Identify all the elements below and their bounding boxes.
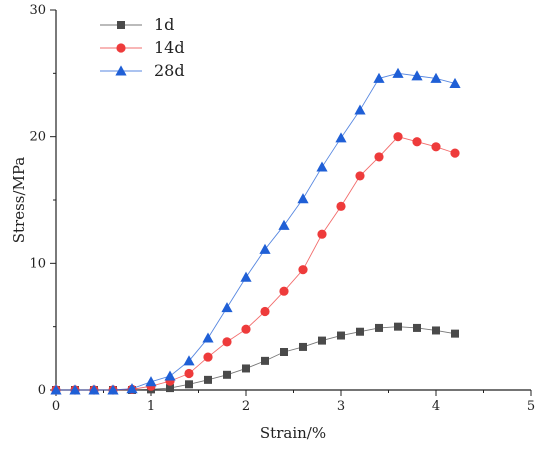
legend-item-1d: 1d — [100, 15, 174, 34]
series-28d — [50, 67, 461, 395]
x-tick-label: 2 — [242, 399, 250, 414]
data-point — [223, 370, 231, 379]
legend-marker — [116, 43, 126, 53]
data-point — [451, 329, 459, 338]
data-point — [317, 229, 327, 239]
legend-item-28d: 28d — [100, 61, 185, 80]
data-point — [280, 348, 288, 356]
data-point — [126, 383, 138, 394]
data-point — [50, 384, 62, 395]
data-point — [69, 384, 81, 395]
data-point — [335, 132, 347, 143]
legend-item-14d: 14d — [100, 38, 185, 57]
data-point — [394, 322, 402, 331]
legend-label: 1d — [154, 15, 174, 34]
x-axis-label: Strain/% — [260, 424, 326, 442]
series-line — [56, 326, 456, 391]
data-point — [202, 332, 214, 343]
data-point — [355, 171, 365, 181]
x-tick-label: 3 — [337, 399, 345, 414]
legend-label: 14d — [154, 38, 185, 57]
data-point — [393, 132, 403, 142]
data-point — [432, 326, 440, 335]
data-point — [278, 219, 290, 230]
data-point — [411, 70, 423, 81]
y-tick-label: 20 — [29, 130, 46, 145]
data-point — [336, 201, 346, 211]
data-point — [375, 323, 383, 332]
data-point — [240, 271, 252, 282]
data-point — [145, 376, 157, 387]
data-point — [354, 104, 366, 115]
data-point — [183, 355, 195, 366]
data-point — [299, 342, 307, 351]
data-point — [259, 243, 271, 254]
y-tick-label: 10 — [29, 256, 46, 271]
x-tick-label: 1 — [147, 399, 155, 414]
data-point — [242, 364, 250, 373]
x-tick-label: 5 — [527, 399, 535, 414]
data-point — [392, 67, 404, 78]
legend-marker — [117, 21, 125, 29]
data-point — [356, 327, 364, 336]
y-tick-label: 0 — [38, 383, 46, 398]
x-tick-label: 0 — [52, 399, 60, 414]
data-point — [164, 370, 176, 381]
data-point — [166, 384, 174, 393]
data-point — [297, 193, 309, 204]
y-axis-label: Stress/MPa — [10, 157, 28, 244]
y-tick-label: 30 — [29, 3, 46, 18]
data-point — [279, 286, 289, 296]
data-point — [298, 265, 308, 275]
data-point — [260, 306, 270, 317]
data-point — [412, 137, 422, 147]
data-point — [184, 368, 194, 379]
data-point — [241, 324, 251, 334]
x-tick-label: 4 — [432, 399, 440, 414]
data-point — [204, 375, 212, 384]
legend-label: 28d — [154, 61, 185, 80]
data-point — [318, 336, 326, 345]
data-point — [431, 142, 441, 152]
data-point — [185, 380, 193, 389]
data-point — [430, 72, 442, 83]
data-point — [261, 356, 269, 365]
data-point — [221, 302, 233, 313]
data-point — [413, 323, 421, 332]
data-point — [337, 331, 345, 340]
legend: 1d 14d 28d — [100, 15, 185, 80]
data-point — [107, 384, 119, 395]
series-line — [56, 72, 456, 391]
data-point — [316, 161, 328, 172]
data-point — [449, 77, 461, 88]
data-point — [373, 72, 385, 83]
data-point — [88, 384, 100, 395]
data-point — [222, 337, 232, 347]
data-point — [203, 352, 213, 362]
legend-marker — [115, 65, 127, 76]
data-point — [374, 152, 384, 162]
series-layer — [50, 67, 461, 395]
data-point — [450, 148, 460, 158]
series-1d — [52, 322, 459, 394]
